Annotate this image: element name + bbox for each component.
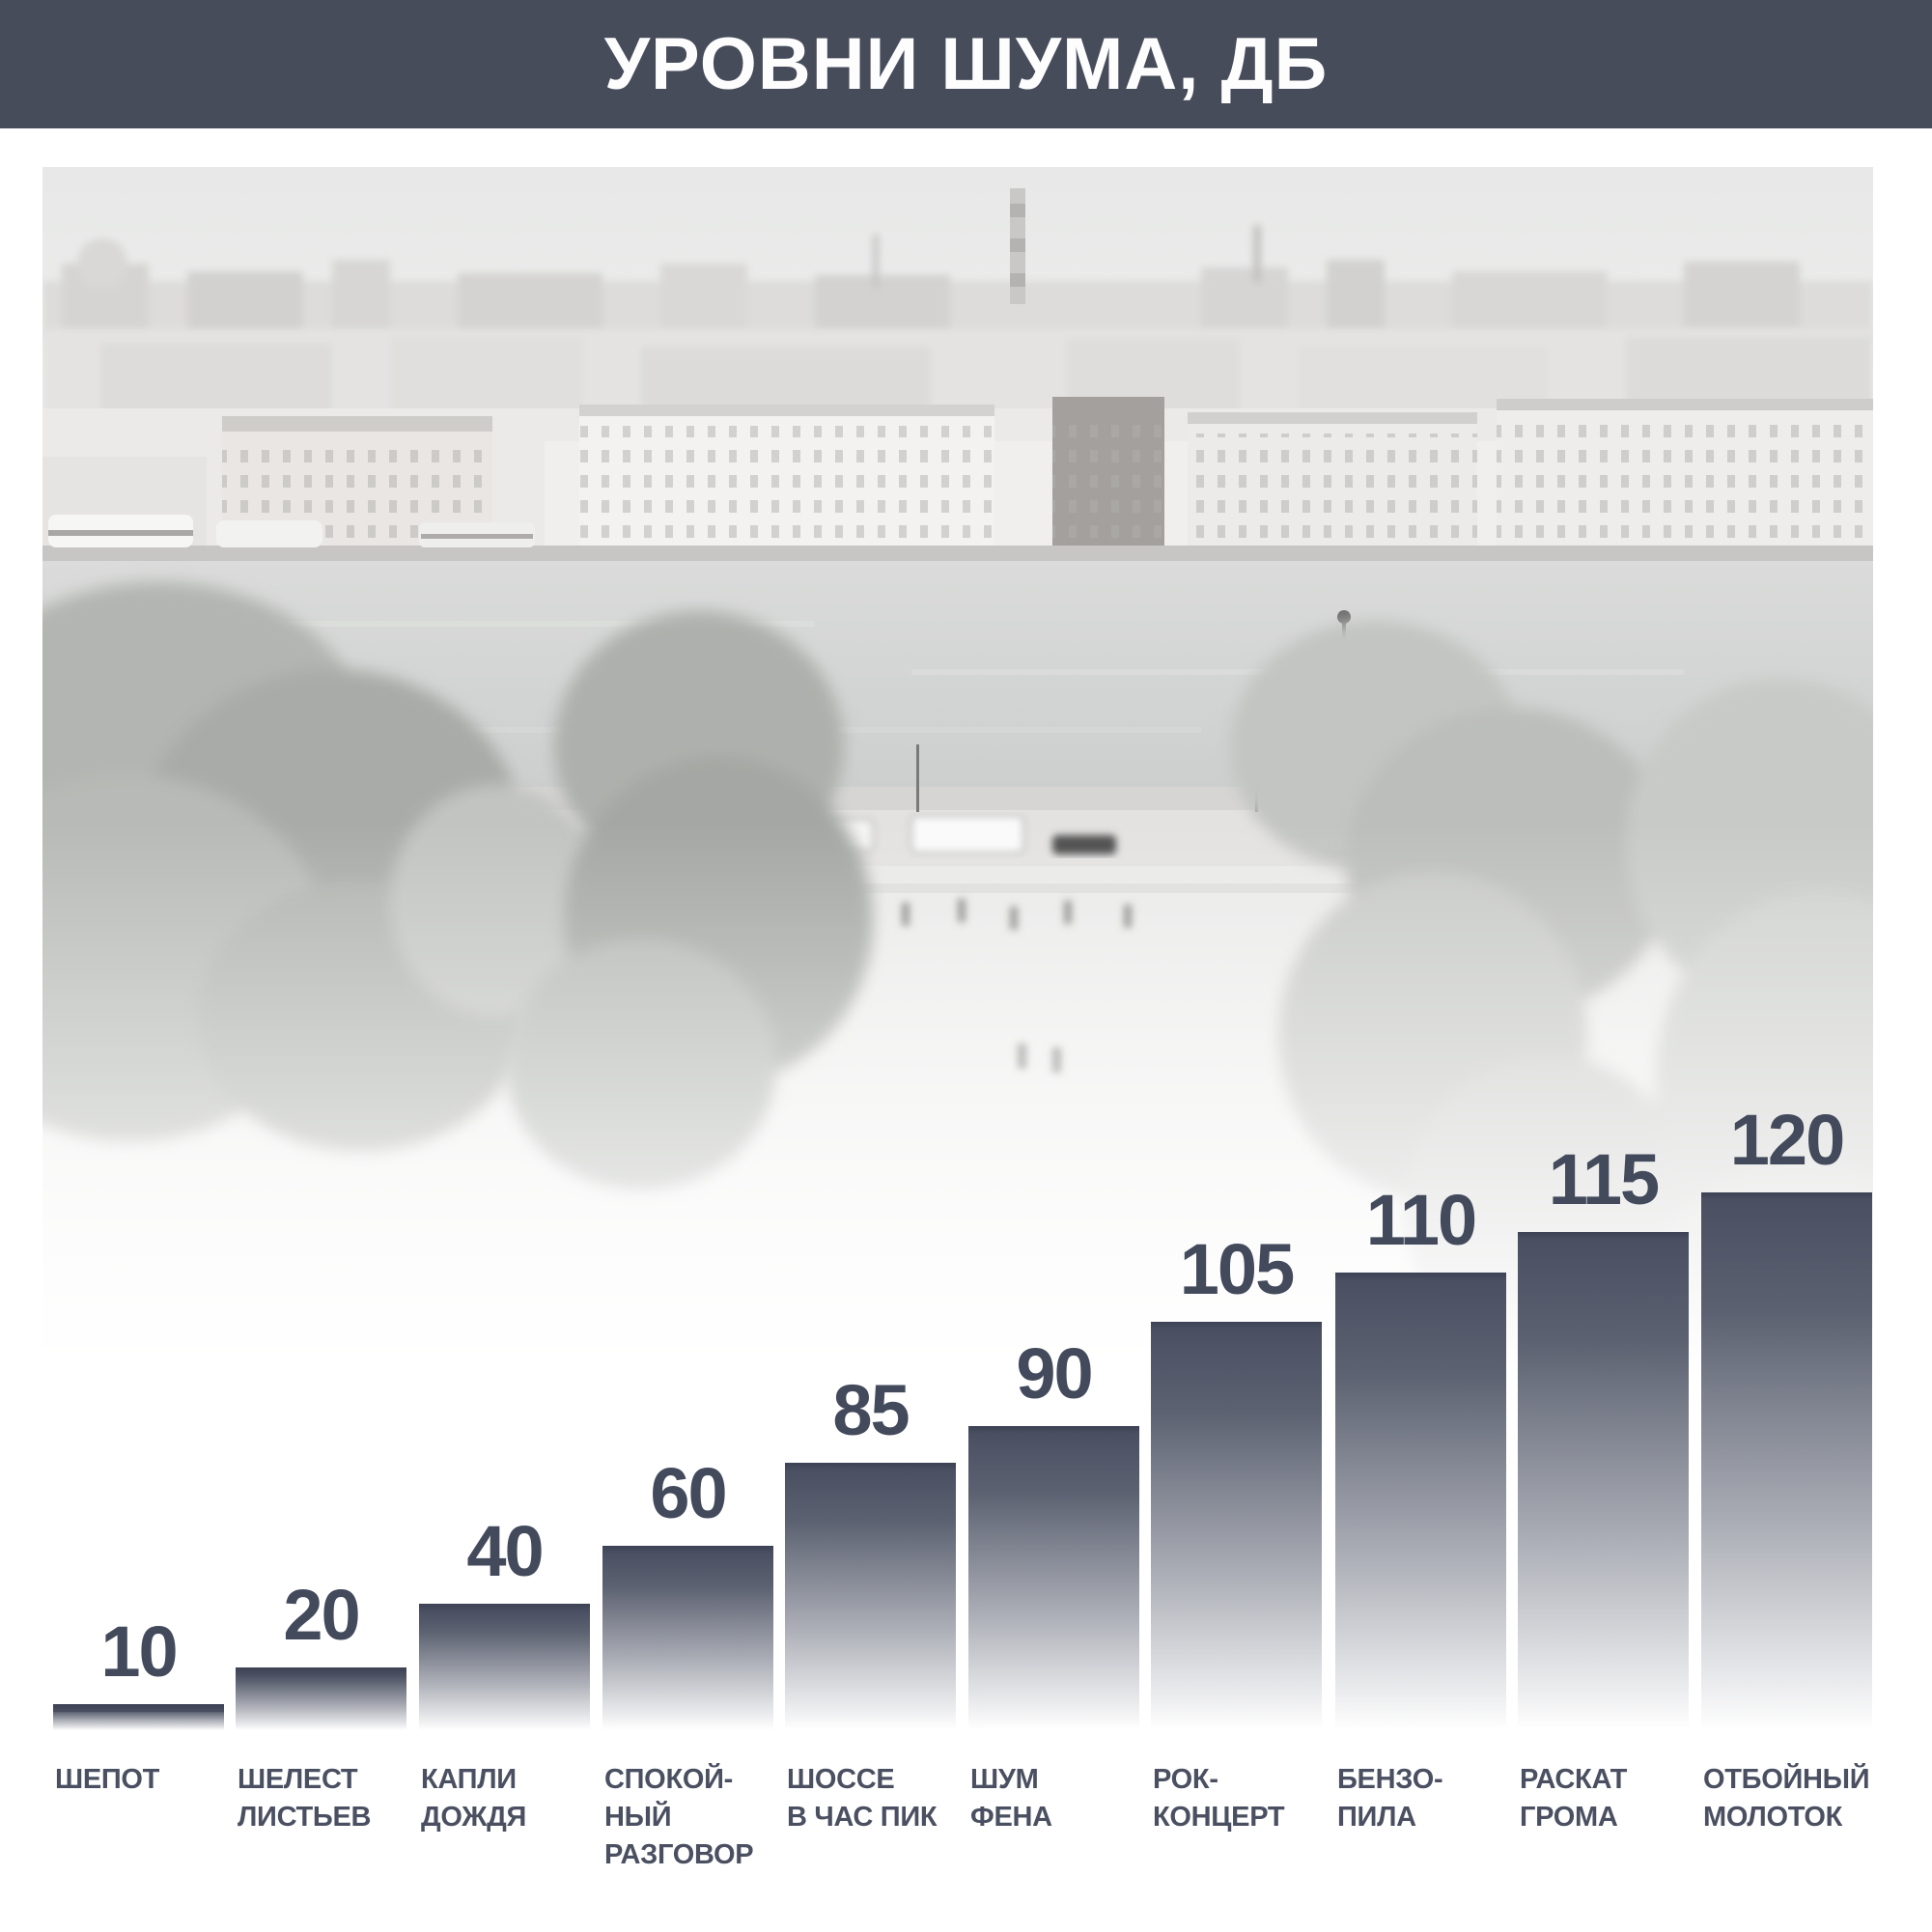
bar [236, 1667, 406, 1730]
bar-category-label: КАПЛИ ДОЖДЯ [421, 1764, 527, 1833]
bar [419, 1604, 590, 1730]
bar-value-label: 20 [283, 1575, 360, 1655]
bar [1151, 1322, 1322, 1730]
bar-category-label: ОТБОЙНЫЙ МОЛОТОК [1703, 1764, 1870, 1833]
bar-category-label: РАСКАТ ГРОМА [1520, 1764, 1628, 1833]
bar [968, 1426, 1139, 1730]
bar-value-label: 120 [1729, 1100, 1845, 1180]
bar [785, 1463, 956, 1730]
page-title: УРОВНИ ШУМА, ДБ [603, 23, 1329, 105]
bar [1335, 1273, 1506, 1730]
bar-group: 120 ОТБОЙНЫЙ МОЛОТОК [1701, 1100, 1872, 1833]
bar-category-label: БЕНЗО- ПИЛА [1337, 1764, 1443, 1833]
bar-category-label: ШУМ ФЕНА [970, 1764, 1052, 1833]
bar [1701, 1192, 1872, 1730]
chimney [1010, 188, 1025, 304]
bar-value-label: 105 [1179, 1229, 1295, 1309]
bar-value-label: 40 [466, 1511, 544, 1591]
bar-group: 90 ШУМ ФЕНА [968, 1333, 1139, 1833]
bar-value-label: 90 [1016, 1333, 1093, 1414]
bar-group: 105 РОК- КОНЦЕРТ [1151, 1229, 1322, 1833]
bar-value-label: 60 [650, 1453, 727, 1533]
bar [1518, 1232, 1689, 1730]
embankment-buildings [42, 397, 1873, 549]
bar-category-label: ШЕПОТ [55, 1764, 160, 1795]
trees-left [42, 582, 602, 1152]
bar-value-label: 110 [1365, 1180, 1477, 1260]
bar-category-label: СПОКОЙ- НЫЙ РАЗГОВОР [604, 1764, 754, 1870]
bar [602, 1546, 773, 1730]
bar-group: 110 БЕНЗО- ПИЛА [1335, 1180, 1506, 1833]
trees-right [1230, 621, 1873, 1429]
bar [53, 1704, 224, 1730]
bar-category-label: ШОССЕ В ЧАС ПИК [787, 1764, 938, 1833]
bar-group: 115 РАСКАТ ГРОМА [1518, 1139, 1689, 1833]
header-bar: УРОВНИ ШУМА, ДБ [0, 0, 1932, 128]
river-wall [42, 515, 1873, 561]
bar-value-label: 85 [832, 1370, 910, 1450]
bar-category-label: РОК- КОНЦЕРТ [1153, 1764, 1285, 1833]
bar-group: 10 ШЕПОТ [53, 1611, 224, 1795]
tree-center [506, 611, 873, 1190]
bar-value-label: 10 [100, 1611, 178, 1692]
bar-group: 40 КАПЛИ ДОЖДЯ [419, 1511, 590, 1833]
bar-group: 60 СПОКОЙ- НЫЙ РАЗГОВОР [602, 1453, 773, 1870]
bar-group: 20 ШЕЛЕСТ ЛИСТЬЕВ [236, 1575, 406, 1833]
bar-value-label: 115 [1548, 1139, 1660, 1219]
bar-group: 85 ШОССЕ В ЧАС ПИК [785, 1370, 956, 1833]
bar-category-label: ШЕЛЕСТ ЛИСТЬЕВ [238, 1764, 372, 1833]
